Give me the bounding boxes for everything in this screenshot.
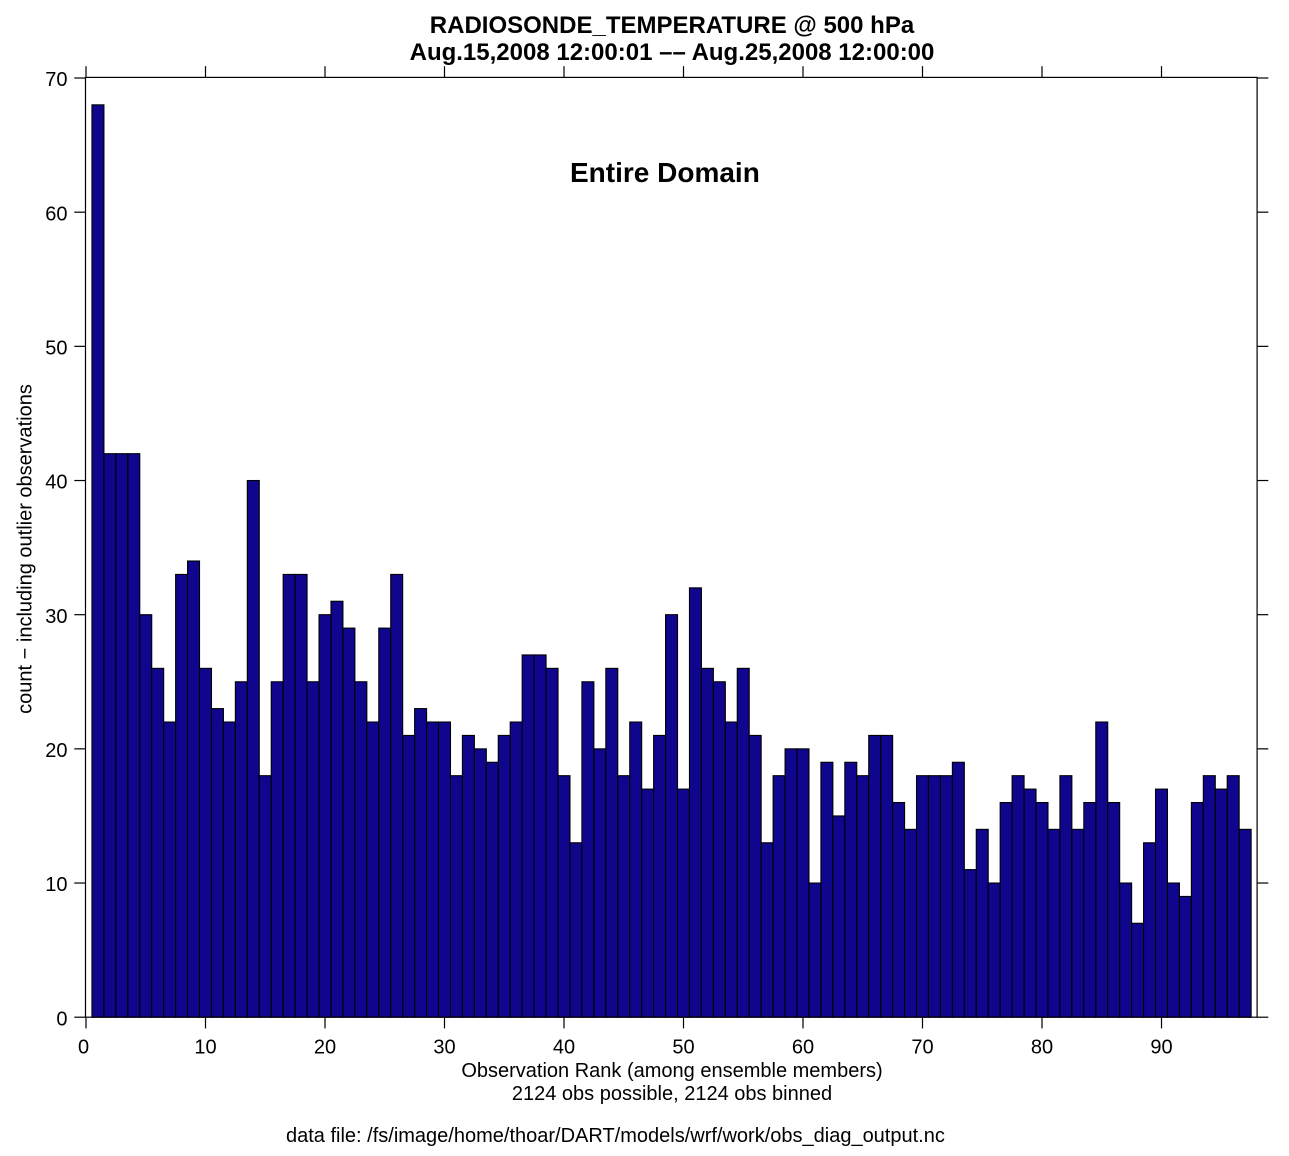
svg-text:0: 0 — [56, 1008, 67, 1030]
svg-text:90: 90 — [1150, 1037, 1172, 1059]
svg-text:60: 60 — [792, 1037, 814, 1059]
svg-text:80: 80 — [1031, 1037, 1053, 1059]
svg-text:10: 10 — [45, 874, 67, 896]
svg-text:RADIOSONDE_TEMPERATURE @ 500 h: RADIOSONDE_TEMPERATURE @ 500 hPa — [430, 12, 915, 39]
svg-text:30: 30 — [45, 606, 67, 628]
svg-text:0: 0 — [78, 1037, 89, 1059]
svg-text:40: 40 — [553, 1037, 575, 1059]
svg-text:60: 60 — [45, 203, 67, 225]
svg-text:70: 70 — [911, 1037, 933, 1059]
svg-text:30: 30 — [433, 1037, 455, 1059]
svg-text:count − including outlier obse: count − including outlier observations — [15, 384, 37, 714]
svg-text:50: 50 — [45, 337, 67, 359]
svg-text:70: 70 — [45, 69, 67, 91]
svg-text:40: 40 — [45, 472, 67, 494]
svg-text:Entire Domain: Entire Domain — [570, 157, 760, 188]
svg-text:10: 10 — [194, 1037, 216, 1059]
svg-text:20: 20 — [314, 1037, 336, 1059]
svg-text:2124 obs possible, 2124 obs bi: 2124 obs possible, 2124 obs binned — [512, 1083, 832, 1105]
svg-text:20: 20 — [45, 740, 67, 762]
svg-text:50: 50 — [672, 1037, 694, 1059]
svg-text:data file: /fs/image/home/thoa: data file: /fs/image/home/thoar/DART/mod… — [286, 1125, 945, 1147]
svg-text:Observation Rank (among ensemb: Observation Rank (among ensemble members… — [461, 1060, 882, 1082]
svg-text:Aug.15,2008 12:00:01 –– Aug.25: Aug.15,2008 12:00:01 –– Aug.25,2008 12:0… — [410, 39, 935, 66]
